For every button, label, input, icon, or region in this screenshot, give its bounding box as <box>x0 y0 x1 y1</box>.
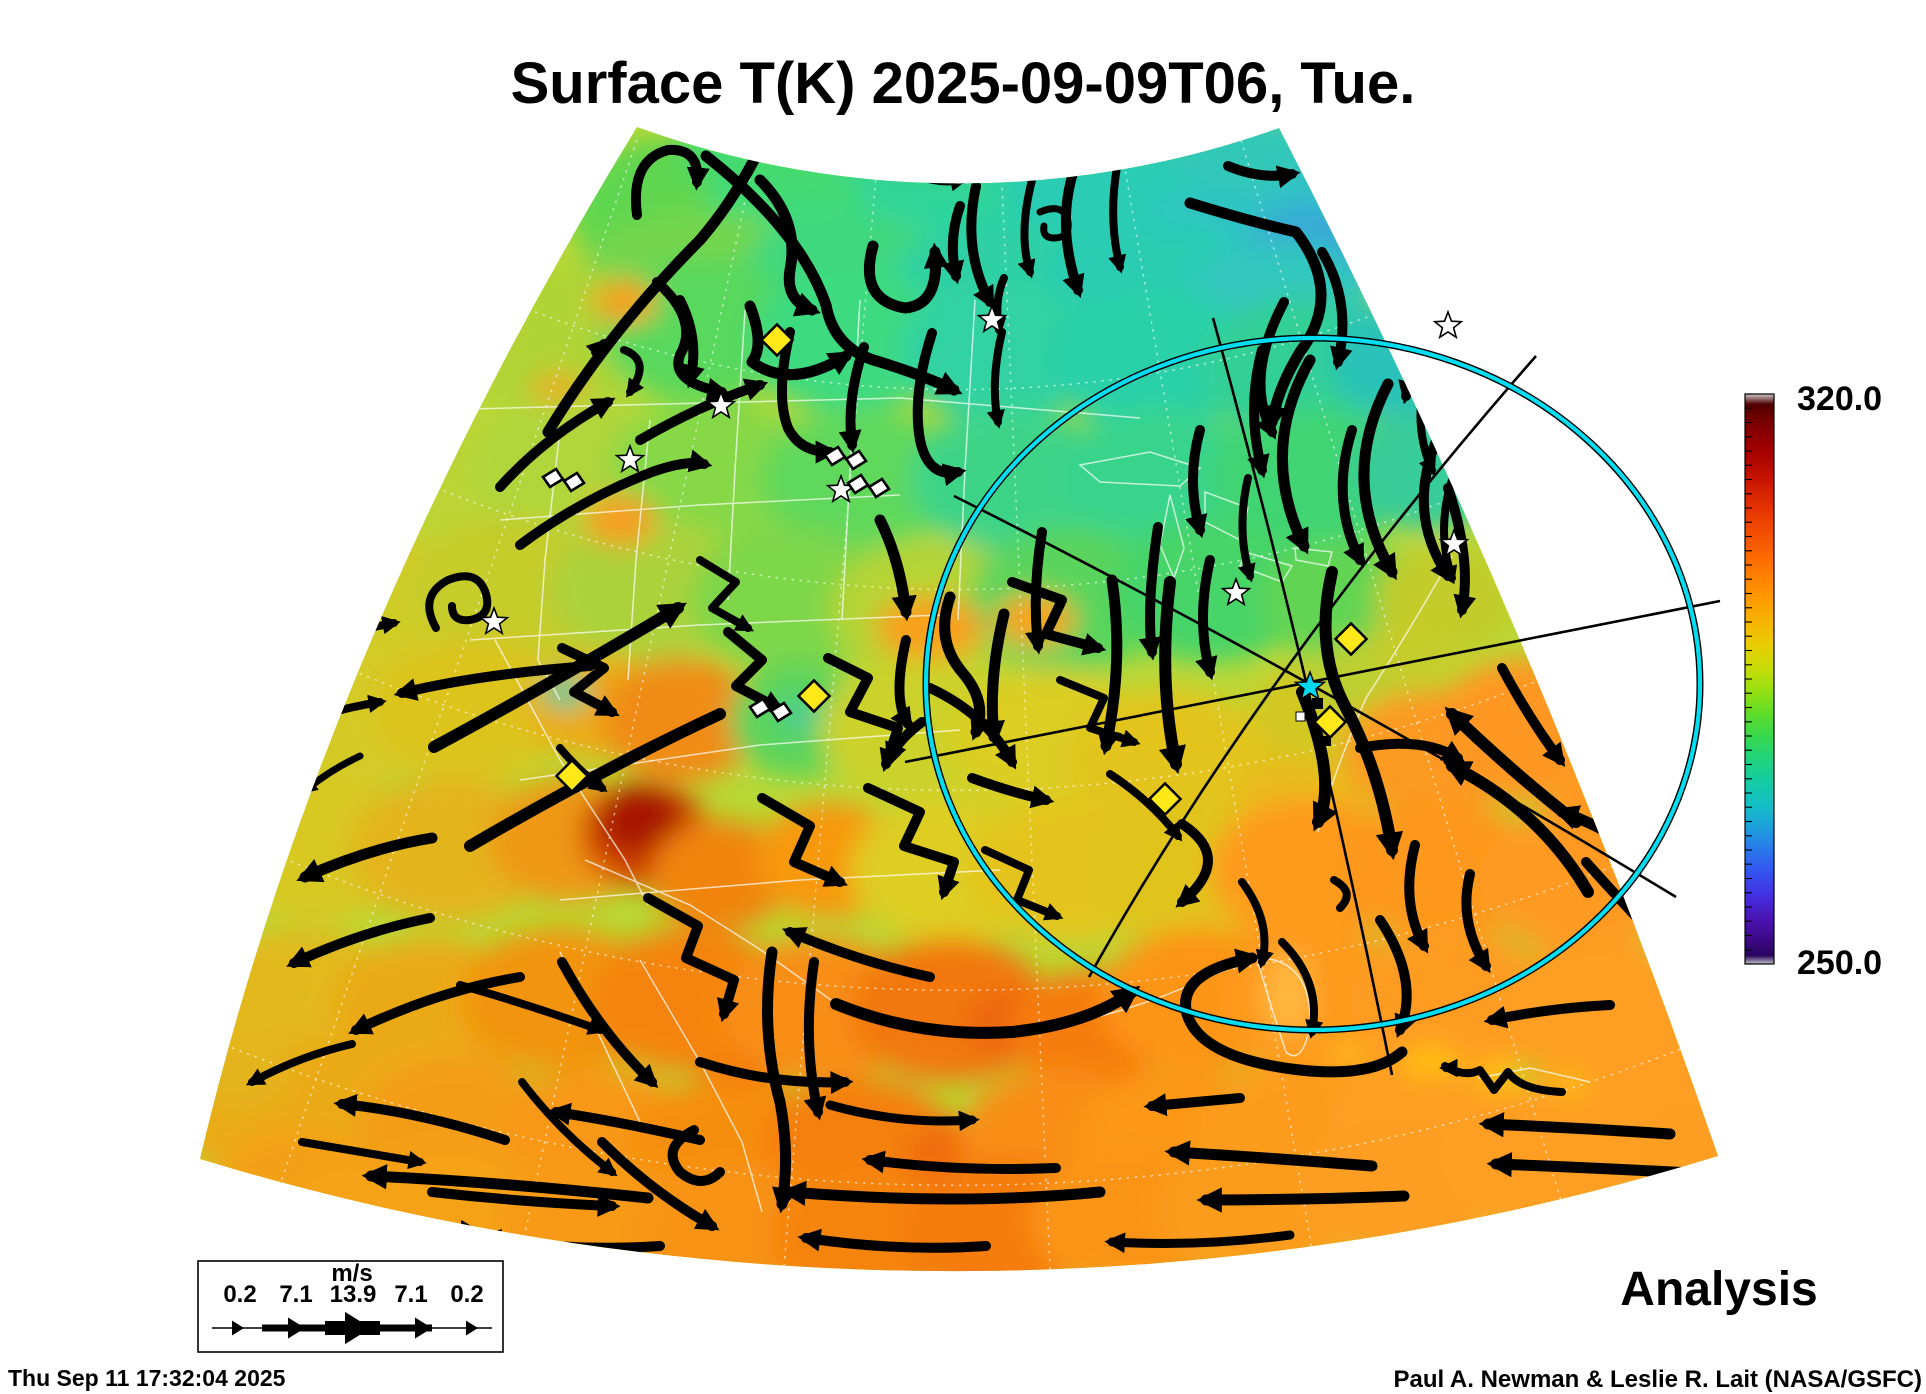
svg-text:m/s: m/s <box>331 1260 372 1287</box>
svg-text:320.0: 320.0 <box>1797 380 1882 418</box>
svg-text:Analysis: Analysis <box>1620 1263 1817 1316</box>
svg-text:7.1: 7.1 <box>279 1281 312 1308</box>
svg-text:7.1: 7.1 <box>394 1281 427 1308</box>
svg-text:Surface T(K) 2025-09-09T06, Tu: Surface T(K) 2025-09-09T06, Tue. <box>511 51 1416 116</box>
svg-text:Thu Sep 11 17:32:04 2025: Thu Sep 11 17:32:04 2025 <box>8 1365 286 1391</box>
svg-text:13.9: 13.9 <box>330 1281 377 1308</box>
svg-text:0.2: 0.2 <box>223 1281 256 1308</box>
svg-text:0.2: 0.2 <box>450 1281 483 1308</box>
svg-text:250.0: 250.0 <box>1797 944 1882 982</box>
svg-text:Paul A. Newman & Leslie R. Lai: Paul A. Newman & Leslie R. Lait (NASA/GS… <box>1393 1366 1922 1393</box>
